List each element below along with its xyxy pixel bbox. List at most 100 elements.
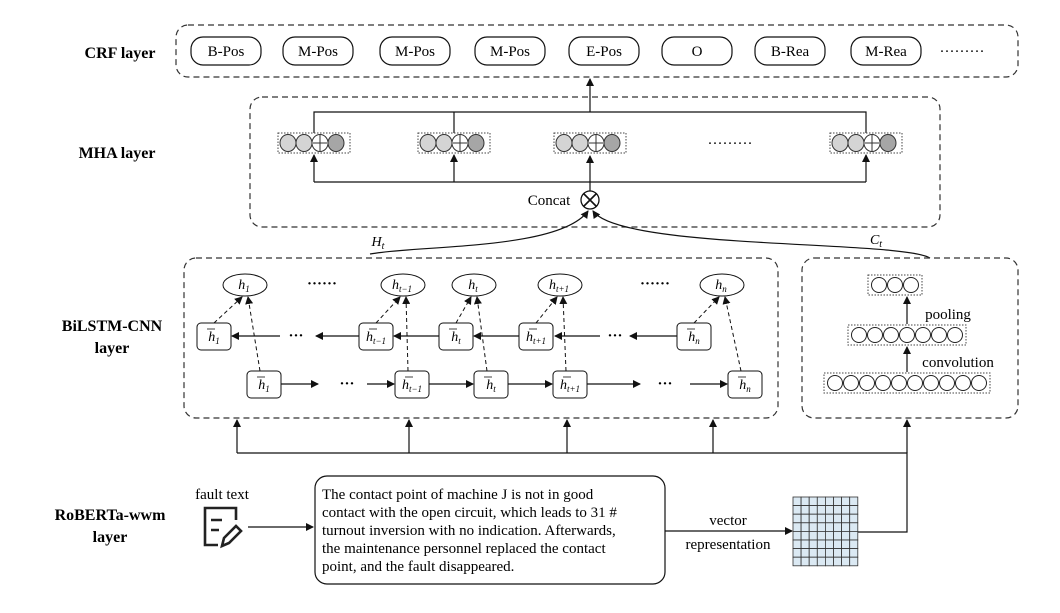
ct-flow-arrow <box>592 210 931 259</box>
matrix-cell <box>841 539 851 550</box>
ht-flow-arrow <box>369 210 589 255</box>
hidden-state-label: ht−1 <box>392 278 412 294</box>
head-box <box>277 132 351 154</box>
crf-layer-label: CRF layer <box>85 45 156 62</box>
head-box <box>417 132 491 154</box>
head-box <box>553 132 627 154</box>
matrix-cell <box>816 556 826 567</box>
attention-heads <box>277 132 903 182</box>
mha-layer-label: MHA layer <box>79 145 156 162</box>
matrix-cell <box>792 548 802 558</box>
matrix-cell <box>816 548 826 558</box>
matrix-cell <box>841 522 851 532</box>
concat-label: Concat <box>528 193 571 209</box>
matrix-cell <box>849 496 859 507</box>
sentence-line: the maintenance personnel replaced the c… <box>322 541 606 557</box>
vector-unit <box>327 134 345 152</box>
crf-tag-box <box>568 36 640 66</box>
matrix-cell <box>833 531 843 541</box>
attention-head <box>277 132 351 154</box>
matrix-cell <box>816 505 826 515</box>
bilstm-layer-box <box>183 257 779 419</box>
vector-unit <box>879 134 897 152</box>
mha-ellipsis: ········· <box>708 136 753 152</box>
vector-unit <box>555 134 573 152</box>
hidden-state-label: h1 <box>258 378 270 394</box>
forward-to-output <box>473 296 488 372</box>
matrix-cell <box>800 522 810 532</box>
ellipsis: ······ <box>640 276 670 292</box>
matrix-cell <box>792 539 802 550</box>
hidden-state-label: hn <box>715 278 727 294</box>
attention-head <box>417 132 491 154</box>
crf-tags: B-Pos M-Pos M-Pos M-Pos E-Pos O B-Rea M-Rea <box>190 36 922 66</box>
matrix-cell <box>792 522 802 532</box>
matrix-cell <box>792 531 802 541</box>
input-unit <box>923 375 939 391</box>
matrix-cell <box>792 496 802 507</box>
matrix-cell <box>800 556 810 567</box>
matrix-cell <box>833 539 843 550</box>
matrix-cell <box>808 513 818 524</box>
backward-to-output <box>375 296 401 324</box>
conv-unit <box>899 327 915 343</box>
matrix-cell <box>841 513 851 524</box>
input-unit <box>891 375 907 391</box>
hidden-state-label: hn <box>739 378 751 394</box>
sentence-line: The contact point of machine J is not in… <box>322 487 594 503</box>
crf-tag: M-Pos <box>490 44 530 60</box>
vector-bus <box>237 452 908 533</box>
crf-tag: M-Pos <box>298 44 338 60</box>
crf-tag-box <box>474 36 546 66</box>
crf-tag-box <box>754 36 826 66</box>
matrix-cell <box>808 556 818 567</box>
matrix-cell <box>808 505 818 515</box>
pooled-unit <box>887 277 903 293</box>
backward-to-output <box>455 296 472 324</box>
matrix-cell <box>808 548 818 558</box>
matrix-cell <box>792 513 802 524</box>
matrix-cell <box>849 556 859 567</box>
output-state <box>699 273 745 297</box>
matrix-cell <box>800 548 810 558</box>
matrix-cell <box>833 513 843 524</box>
hidden-state-label: h1 <box>208 330 220 346</box>
fault-sentence-box <box>314 475 666 585</box>
matrix-cell <box>808 539 818 550</box>
crf-tag: B-Pos <box>208 44 245 60</box>
pooled-unit <box>871 277 887 293</box>
hidden-state-label: ht <box>451 330 461 346</box>
vector-unit <box>467 134 485 152</box>
hidden-state-label: ht <box>486 378 496 394</box>
forward-to-output <box>402 296 411 372</box>
hidden-state-label: ht <box>468 278 478 294</box>
conv-unit <box>947 327 963 343</box>
input-unit <box>859 375 875 391</box>
crf-tag-box <box>379 36 451 66</box>
matrix-cell <box>800 531 810 541</box>
crf-tag: M-Pos <box>395 44 435 60</box>
crf-tag-box <box>850 36 922 66</box>
crf-tag-box <box>282 36 354 66</box>
vector-unit <box>419 134 437 152</box>
bilstm-layer-label: BiLSTM-CNN <box>62 318 163 335</box>
fault-text-label: fault text <box>195 487 250 503</box>
crf-tag: B-Rea <box>771 44 810 60</box>
matrix-cell <box>841 505 851 515</box>
matrix-cell <box>825 539 834 550</box>
hidden-state-label: ht+1 <box>549 278 569 294</box>
crf-layer-box <box>175 24 1019 78</box>
convolution-label: convolution <box>922 355 994 371</box>
roberta-layer-label: RoBERTa-wwm <box>55 507 167 524</box>
head-box <box>829 132 903 154</box>
pooled-box <box>867 274 923 296</box>
representation-label: representation <box>686 537 771 553</box>
attention-head <box>553 132 627 154</box>
matrix-cell <box>816 513 826 524</box>
sentence-line: turnout inversion with no indication. Af… <box>322 523 616 539</box>
ht-label: Ht <box>371 235 385 252</box>
hidden-state-label: ht−1 <box>402 378 422 394</box>
backward-to-output <box>693 296 720 324</box>
matrix-cell <box>800 539 810 550</box>
cnn-network <box>823 274 991 394</box>
